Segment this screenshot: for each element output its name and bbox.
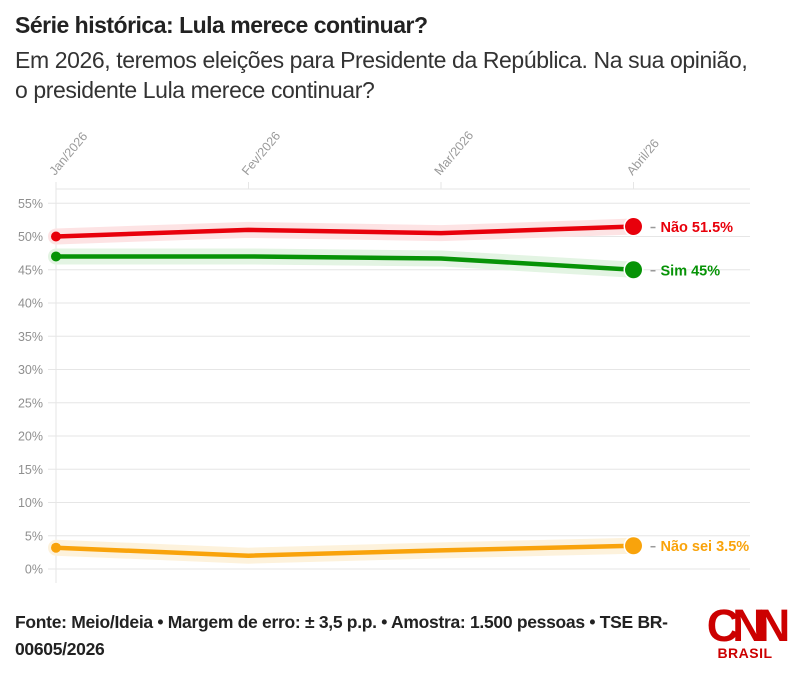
- start-point: [51, 251, 61, 262]
- y-tick-label: 20%: [18, 430, 43, 444]
- x-axis-ticks: Jan/2026 Fev/2026 Mar/2026 Abril/26: [47, 128, 662, 189]
- series-line: [55, 543, 634, 558]
- y-tick-label: 25%: [18, 396, 43, 410]
- series-não: Não 51.5%: [48, 216, 734, 245]
- x-tick-label: Jan/2026: [47, 129, 91, 177]
- series-sim: Sim 45%: [48, 248, 721, 280]
- y-tick-label: 0%: [25, 563, 43, 577]
- cnn-brasil-logo: CNN BRASIL: [705, 600, 791, 664]
- y-tick-label: 30%: [18, 363, 43, 377]
- y-tick-label: 10%: [18, 496, 43, 510]
- y-tick-label: 35%: [18, 330, 43, 344]
- source-footer: Fonte: Meio/Ideia • Margem de erro: ± 3,…: [15, 612, 668, 659]
- series-end-label: Sim 45%: [661, 263, 721, 279]
- end-point: [625, 218, 642, 236]
- chart-subtitle: Em 2026, teremos eleições para President…: [15, 47, 748, 103]
- y-tick-label: 5%: [25, 529, 43, 543]
- y-tick-label: 55%: [18, 197, 43, 211]
- x-tick-label: Fev/2026: [239, 129, 283, 178]
- chart-title: Série histórica: Lula merece continuar?: [15, 12, 428, 38]
- start-point: [51, 231, 61, 242]
- x-tick-label: Mar/2026: [432, 128, 477, 177]
- end-point: [625, 261, 642, 279]
- series-end-label: Não sei 3.5%: [661, 539, 750, 555]
- logo-subtitle: BRASIL: [717, 645, 773, 661]
- y-tick-label: 45%: [18, 263, 43, 277]
- y-tick-label: 50%: [18, 230, 43, 244]
- y-tick-label: 15%: [18, 463, 43, 477]
- series-line: [56, 254, 634, 272]
- logo-wordmark: CNN: [706, 600, 791, 651]
- y-axis-ticks: 0% 5% 10% 15% 20% 25% 30% 35% 40% 45% 50% 55%: [18, 197, 43, 577]
- end-point: [625, 537, 642, 555]
- y-tick-label: 40%: [18, 297, 43, 311]
- x-tick-label: Abril/26: [624, 136, 662, 178]
- line-chart: 0% 5% 10% 15% 20% 25% 30% 35% 40% 45% 50% 55% Jan/2…: [18, 128, 750, 583]
- series-line: [55, 224, 634, 239]
- series-não-sei: Não sei 3.5%: [48, 535, 750, 564]
- start-point: [51, 542, 61, 553]
- series-end-label: Não 51.5%: [661, 220, 734, 236]
- grid-lines: [48, 182, 750, 583]
- series-layer: Não 51.5% Sim 45% Não sei 3.5%: [48, 216, 750, 564]
